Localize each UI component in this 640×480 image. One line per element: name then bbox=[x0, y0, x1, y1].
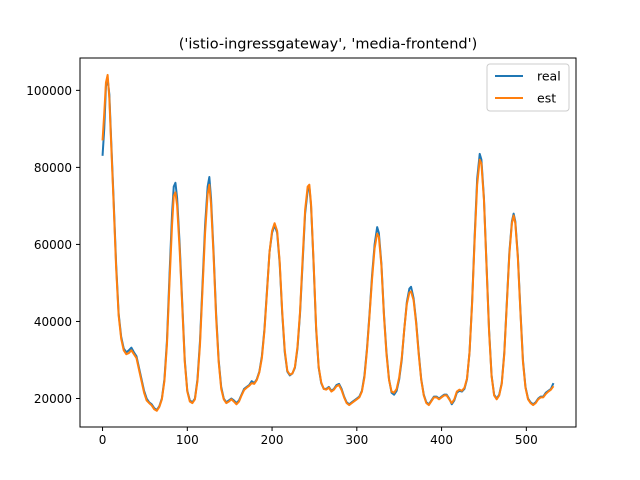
plot-frame bbox=[79, 57, 577, 428]
x-tick-label: 100 bbox=[176, 433, 199, 447]
y-axis: 20000 40000 60000 80000 100000 bbox=[26, 84, 80, 406]
series-layer bbox=[101, 73, 555, 412]
legend-label-est: est bbox=[537, 91, 556, 106]
y-tick-label: 100000 bbox=[26, 84, 72, 98]
chart-title: ('istio-ingressgateway', 'media-frontend… bbox=[179, 37, 477, 53]
x-tick-label: 300 bbox=[345, 433, 368, 447]
y-tick-label: 20000 bbox=[34, 392, 72, 406]
x-axis: 0 100 200 300 400 500 bbox=[99, 427, 538, 447]
y-tick-label: 80000 bbox=[34, 161, 72, 175]
series-line-est bbox=[101, 73, 555, 412]
y-tick-label: 60000 bbox=[34, 238, 72, 252]
x-tick-label: 200 bbox=[261, 433, 284, 447]
x-tick-label: 500 bbox=[515, 433, 538, 447]
x-tick-label: 0 bbox=[99, 433, 107, 447]
x-tick-label: 400 bbox=[430, 433, 453, 447]
y-tick-label: 40000 bbox=[34, 315, 72, 329]
legend: real est bbox=[486, 63, 570, 112]
legend-label-real: real bbox=[537, 69, 561, 84]
